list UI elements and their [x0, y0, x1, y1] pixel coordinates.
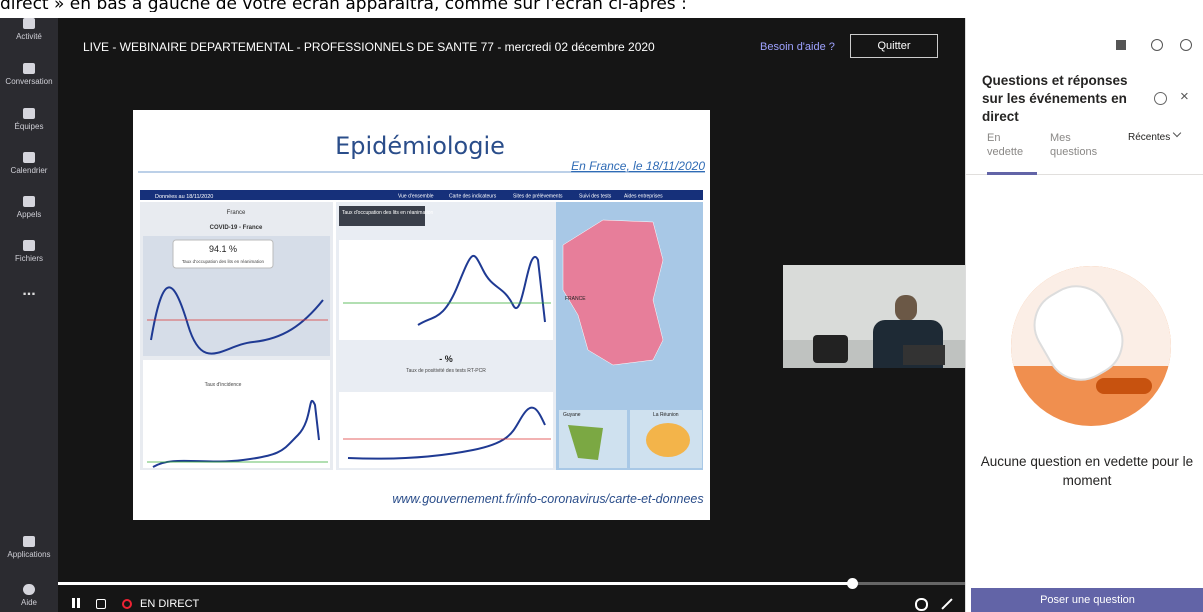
kpi-value: 94.1 %: [209, 244, 237, 254]
dashboard-tab: Aides entreprises: [624, 194, 663, 200]
rail-apps[interactable]: Applications: [0, 536, 58, 559]
rail-activity[interactable]: Activité: [0, 18, 58, 41]
tab-featured[interactable]: En vedette: [987, 131, 1027, 159]
help-link[interactable]: Besoin d'aide ?: [760, 41, 835, 53]
page: direct » en bas à gauche de votre écran …: [0, 0, 1203, 612]
chart-panel: [339, 392, 553, 468]
tab-underline: [987, 172, 1037, 175]
map-label: FRANCE: [565, 296, 586, 302]
panel-close[interactable]: ×: [1180, 88, 1189, 105]
panel-icon[interactable]: [1116, 40, 1126, 50]
kpi-label: Taux de positivité des tests RT-PCR: [406, 368, 486, 374]
rail-label: Applications: [7, 550, 50, 559]
panel-help[interactable]: [1154, 92, 1167, 105]
slide-url: www.gouvernement.fr/info-coronavirus/car…: [392, 492, 703, 506]
map-inset-label: Guyane: [563, 412, 581, 418]
rail-help[interactable]: Aide: [0, 584, 58, 607]
app-rail: Activité Conversation Équipes Calendrier…: [0, 18, 58, 612]
event-title: LIVE - WEBINAIRE DEPARTEMENTAL - PROFESS…: [83, 40, 655, 54]
region-title: COVID-19 - France: [210, 225, 263, 231]
rail-label: Activité: [16, 32, 42, 41]
rail-more[interactable]: ...: [0, 282, 58, 300]
dashboard-tab: Carte des indicateurs: [449, 194, 497, 200]
rail-label: Appels: [17, 210, 41, 219]
settings-button[interactable]: [915, 598, 928, 611]
dashboard-date: Données au 18/11/2020: [155, 194, 213, 200]
rail-label: Équipes: [15, 122, 44, 131]
qa-panel: Questions et réponses sur les événements…: [965, 18, 1203, 612]
empty-illustration: [1011, 266, 1171, 426]
panel-title: Questions et réponses sur les événements…: [982, 72, 1142, 126]
slide: Epidémiologie En France, le 18/11/2020 D…: [133, 110, 710, 520]
kpi-label: Taux d'occupation des lits en réanimatio…: [182, 259, 265, 264]
kpi-value: - %: [439, 354, 453, 364]
indicator-select[interactable]: [339, 206, 425, 226]
progress-handle[interactable]: [847, 578, 858, 589]
sort-chevron: [1173, 129, 1181, 137]
slide-subtitle: En France, le 18/11/2020: [571, 159, 705, 173]
progress-rest: [852, 582, 965, 585]
indicator-select-label: Taux d'occupation des lits en réanimatio…: [342, 210, 434, 216]
progress-played: [58, 582, 852, 585]
rail-label: Calendrier: [11, 166, 48, 175]
rail-label: Fichiers: [15, 254, 43, 263]
sort-select[interactable]: Récentes: [1128, 132, 1170, 143]
rail-calendar[interactable]: Calendrier: [0, 152, 58, 175]
panel-icon[interactable]: [1180, 39, 1192, 51]
rail-chat[interactable]: Conversation: [0, 63, 58, 86]
rail-files[interactable]: Fichiers: [0, 240, 58, 263]
rail-label: Conversation: [5, 77, 52, 86]
chart-panel: [339, 240, 553, 340]
pause-button[interactable]: [72, 598, 75, 608]
live-label: EN DIRECT: [140, 598, 199, 610]
dashboard-tab: Vue d'ensemble: [398, 194, 434, 200]
panel-icon[interactable]: [1151, 39, 1163, 51]
quit-button[interactable]: Quitter: [850, 34, 938, 58]
presenter-camera: [783, 265, 965, 368]
region: France: [227, 210, 246, 216]
rail-label: Aide: [21, 598, 37, 607]
map-shape: [646, 423, 690, 457]
chart-panel: [143, 360, 330, 468]
slide-title: Epidémiologie: [335, 132, 505, 160]
rail-calls[interactable]: Appels: [0, 196, 58, 219]
caption: direct » en bas à gauche de votre écran …: [0, 0, 1203, 12]
tab-mine[interactable]: Mes questions: [1050, 131, 1110, 159]
dashboard-tab: Suivi des tests: [579, 194, 612, 200]
live-indicator: [122, 599, 132, 609]
volume-button[interactable]: [96, 599, 106, 609]
rail-teams[interactable]: Équipes: [0, 108, 58, 131]
ask-button[interactable]: Poser une question: [971, 588, 1203, 612]
kpi-label: Taux d'incidence: [205, 382, 242, 388]
dashboard-tab: Sites de prélèvements: [513, 194, 563, 200]
empty-message: Aucune question en vedette pour le momen…: [970, 452, 1203, 490]
map-inset-label: La Réunion: [653, 412, 679, 418]
